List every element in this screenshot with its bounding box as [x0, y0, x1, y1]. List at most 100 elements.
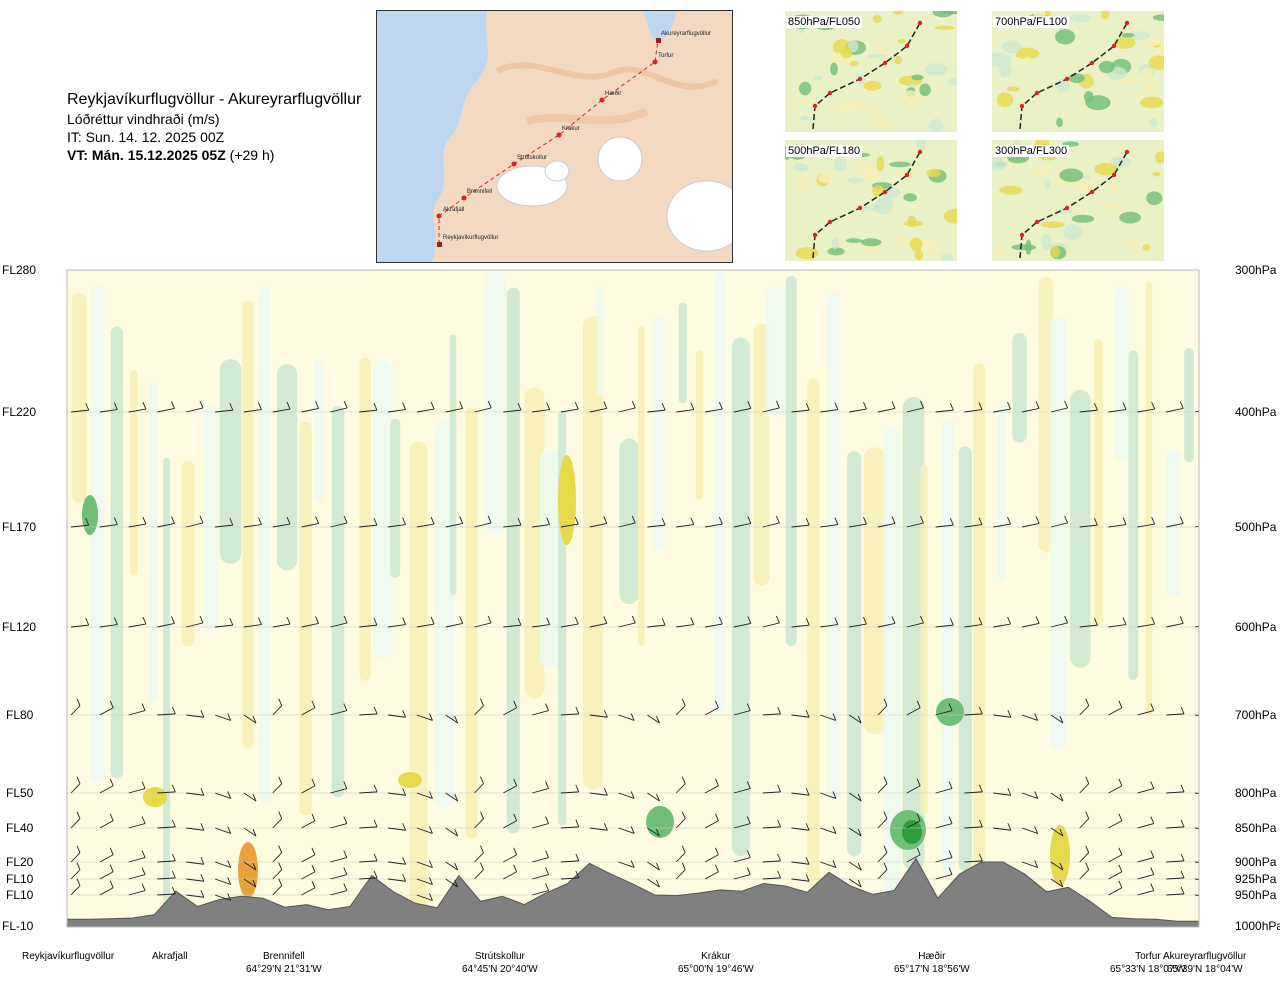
wind-barb: [935, 617, 954, 628]
wind-barb: [791, 823, 810, 831]
wind-barb-shaft: [1166, 877, 1185, 880]
wind-barb-shaft: [647, 524, 666, 528]
wind-barb-shaft: [474, 622, 492, 628]
wind-barb-shaft: [128, 890, 146, 896]
wind-barb-flag: [278, 862, 283, 870]
wind-barb-shaft: [1021, 523, 1040, 528]
wind-barb-shaft: [215, 409, 233, 413]
wind-barb-shaft: [157, 893, 176, 896]
wind-barb: [532, 402, 551, 413]
wind-barb-shaft: [848, 861, 862, 871]
thumbnail-waypoint: [1111, 43, 1117, 49]
wind-barb: [762, 706, 782, 716]
hpa-label-900: 900hPa: [1235, 855, 1277, 869]
wind-barb-flag: [227, 860, 232, 868]
velocity-band: [713, 271, 726, 713]
wind-barb: [1079, 776, 1090, 794]
wind-barb-flag: [200, 823, 205, 831]
wind-barb: [589, 616, 608, 628]
velocity-band: [1165, 450, 1181, 598]
wind-barb-shaft: [157, 623, 175, 628]
wind-barb-flag: [109, 880, 114, 888]
wind-barb-flag: [805, 710, 810, 718]
wind-barb: [445, 792, 459, 802]
thumbnail-cell: [911, 74, 924, 81]
wind-barb: [733, 401, 752, 413]
wind-barb-flag: [916, 847, 921, 855]
wind-barb-flag: [1059, 828, 1064, 837]
wind-barb-shaft: [906, 785, 921, 794]
wind-barb-flag: [681, 776, 686, 784]
wind-barb-shaft: [186, 714, 204, 718]
velocity-band: [807, 377, 820, 886]
wind-barb-shaft: [1194, 827, 1199, 829]
wind-barb-shaft: [935, 874, 953, 880]
wind-barb: [849, 270, 852, 271]
wind-barb: [877, 811, 888, 829]
wind-barb: [1079, 845, 1090, 863]
wind-barb: [618, 860, 635, 868]
wind-barb-flag: [227, 713, 232, 721]
wind-barb-flag: [631, 615, 636, 624]
fl-label-850: FL40: [6, 821, 34, 835]
thumbnail-cell: [1001, 40, 1022, 54]
wind-barb-shaft: [849, 523, 867, 528]
wind-barb-shaft: [186, 522, 204, 528]
wind-barb: [243, 402, 262, 413]
wind-barb-shaft: [762, 860, 781, 863]
wind-barb-flag: [278, 878, 283, 886]
thumbnail-500[interactable]: 500hPa/FL180: [785, 140, 957, 261]
wind-barb-flag: [480, 811, 484, 819]
wind-barb-shaft: [70, 409, 89, 413]
wind-barb-shaft: [676, 524, 694, 528]
wind-barb-flag: [603, 401, 608, 409]
wind-barb-shaft: [301, 820, 316, 829]
wind-barb-shaft: [618, 714, 635, 721]
thumbnail-850[interactable]: 850hPa/FL050: [785, 11, 957, 132]
wind-barb-shaft: [704, 854, 719, 863]
wind-barb-shaft: [330, 710, 347, 716]
wind-barb: [214, 791, 232, 799]
velocity-band: [484, 271, 507, 534]
wind-barb-shaft: [1166, 791, 1185, 794]
velocity-band: [539, 449, 559, 669]
wind-barb-flag: [1007, 710, 1012, 718]
thumbnail-300[interactable]: 300hPa/FL300: [992, 140, 1164, 261]
thumbnail-cell: [799, 81, 812, 96]
wind-barb-flag: [454, 793, 459, 802]
velocity-band: [920, 464, 928, 815]
wind-barb-flag: [258, 517, 262, 525]
wind-barb-flag: [459, 516, 464, 524]
wind-barb: [1166, 706, 1185, 716]
velocity-band: [259, 285, 271, 803]
thumbnail-700[interactable]: 700hPa/FL100: [992, 11, 1164, 132]
wind-barb-flag: [171, 706, 176, 715]
wind-barb: [935, 703, 953, 716]
wind-barb: [733, 616, 752, 628]
wind-barb: [647, 517, 666, 528]
thumbnail-waypoint: [882, 189, 888, 195]
wind-barb-flag: [1122, 517, 1127, 525]
wind-barb-shaft: [906, 707, 921, 716]
wind-barb: [1021, 713, 1039, 721]
wind-barb-shaft: [128, 408, 147, 413]
wind-barb-flag: [113, 517, 118, 525]
wind-barb-shaft: [359, 791, 378, 794]
wind-barb-flag: [832, 713, 837, 721]
thumbnail-cell: [1098, 60, 1115, 74]
wind-barb: [186, 857, 205, 865]
wind-barb: [906, 847, 921, 863]
thumbnail-cell: [1085, 95, 1111, 111]
wind-barb-flag: [948, 816, 953, 824]
wind-barb: [214, 826, 232, 834]
wind-barb-shaft: [589, 714, 608, 718]
thumbnail-cell: [795, 247, 819, 260]
wind-barb-flag: [258, 261, 261, 268]
wind-barb-shaft: [1166, 523, 1184, 528]
wind-barb-shaft: [70, 818, 81, 829]
wind-barb: [445, 401, 464, 413]
location-coord: 64°45'N 20°40'W: [462, 964, 538, 975]
wind-barb-shaft: [618, 407, 636, 413]
wind-barb-flag: [258, 617, 262, 625]
wind-barb-shaft: [272, 852, 283, 863]
